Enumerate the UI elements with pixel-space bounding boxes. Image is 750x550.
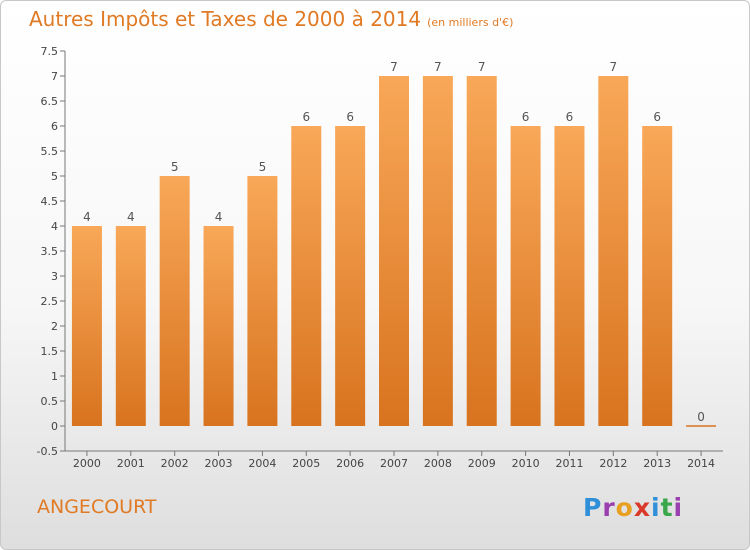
data-label: 7 [610,60,618,74]
logo-letter: r [602,493,616,522]
y-tick-label: 6.5 [41,95,59,108]
bar [159,176,190,426]
bar [510,126,541,426]
logo-letter: i [651,493,661,522]
proxiti-logo: Proxiti [583,493,683,522]
y-tick-label: 5 [51,170,58,183]
y-tick-label: 4 [51,220,58,233]
bar [115,226,146,426]
unit-note: (en milliers d'€) [427,16,514,29]
data-label: 7 [390,60,398,74]
data-label: 4 [83,210,91,224]
y-tick-label: 1.5 [41,345,59,358]
x-tick-label: 2002 [161,457,189,470]
bar [642,126,673,426]
chart-title: Autres Impôts et Taxes de 2000 à 2014 [29,7,422,31]
y-tick-label: 4.5 [41,195,59,208]
y-tick-label: 1 [51,370,58,383]
x-tick-label: 2011 [555,457,583,470]
data-label: 5 [259,160,267,174]
y-tick-label: 3 [51,270,58,283]
logo-letter: i [673,493,684,522]
y-tick-label: -0.5 [37,445,58,458]
bar [335,126,366,426]
x-tick-label: 2006 [336,457,364,470]
y-tick-label: 6 [51,120,58,133]
data-label: 6 [302,110,310,124]
x-tick-label: 2014 [687,457,715,470]
y-tick-label: 3.5 [41,245,59,258]
bar [466,76,497,426]
y-tick-label: 7.5 [41,45,59,58]
y-tick-label: 2 [51,320,58,333]
data-label: 6 [346,110,354,124]
bar [598,76,629,426]
x-tick-label: 2012 [599,457,627,470]
logo-letter: P [583,493,603,522]
x-tick-label: 2000 [73,457,101,470]
logo-letter: x [633,493,651,522]
x-tick-label: 2009 [468,457,496,470]
bar [203,226,234,426]
x-tick-label: 2013 [643,457,671,470]
bar [422,76,453,426]
x-tick-label: 2003 [205,457,233,470]
data-label: 7 [434,60,442,74]
bar [71,226,102,426]
y-tick-label: 0 [51,420,58,433]
data-label: 4 [127,210,135,224]
data-label: 5 [171,160,179,174]
y-tick-label: 0.5 [41,395,59,408]
x-tick-label: 2001 [117,457,145,470]
y-tick-label: 5.5 [41,145,59,158]
x-tick-label: 2007 [380,457,408,470]
x-tick-label: 2004 [248,457,276,470]
x-tick-label: 2010 [512,457,540,470]
logo-letter: o [615,493,634,522]
bar [554,126,585,426]
y-tick-label: 7 [51,70,58,83]
bar [247,176,278,426]
x-tick-label: 2008 [424,457,452,470]
data-label: 0 [697,410,705,424]
data-label: 6 [653,110,661,124]
data-label: 4 [215,210,223,224]
data-label: 7 [478,60,486,74]
bar [291,126,322,426]
data-label: 6 [566,110,574,124]
x-tick-label: 2005 [292,457,320,470]
logo-letter: t [660,493,674,522]
chart-title-block: Autres Impôts et Taxes de 2000 à 2014 (en… [29,7,513,31]
y-tick-label: 2.5 [41,295,59,308]
data-label: 6 [522,110,530,124]
commune-name: ANGECOURT [37,496,157,518]
bar [379,76,409,426]
